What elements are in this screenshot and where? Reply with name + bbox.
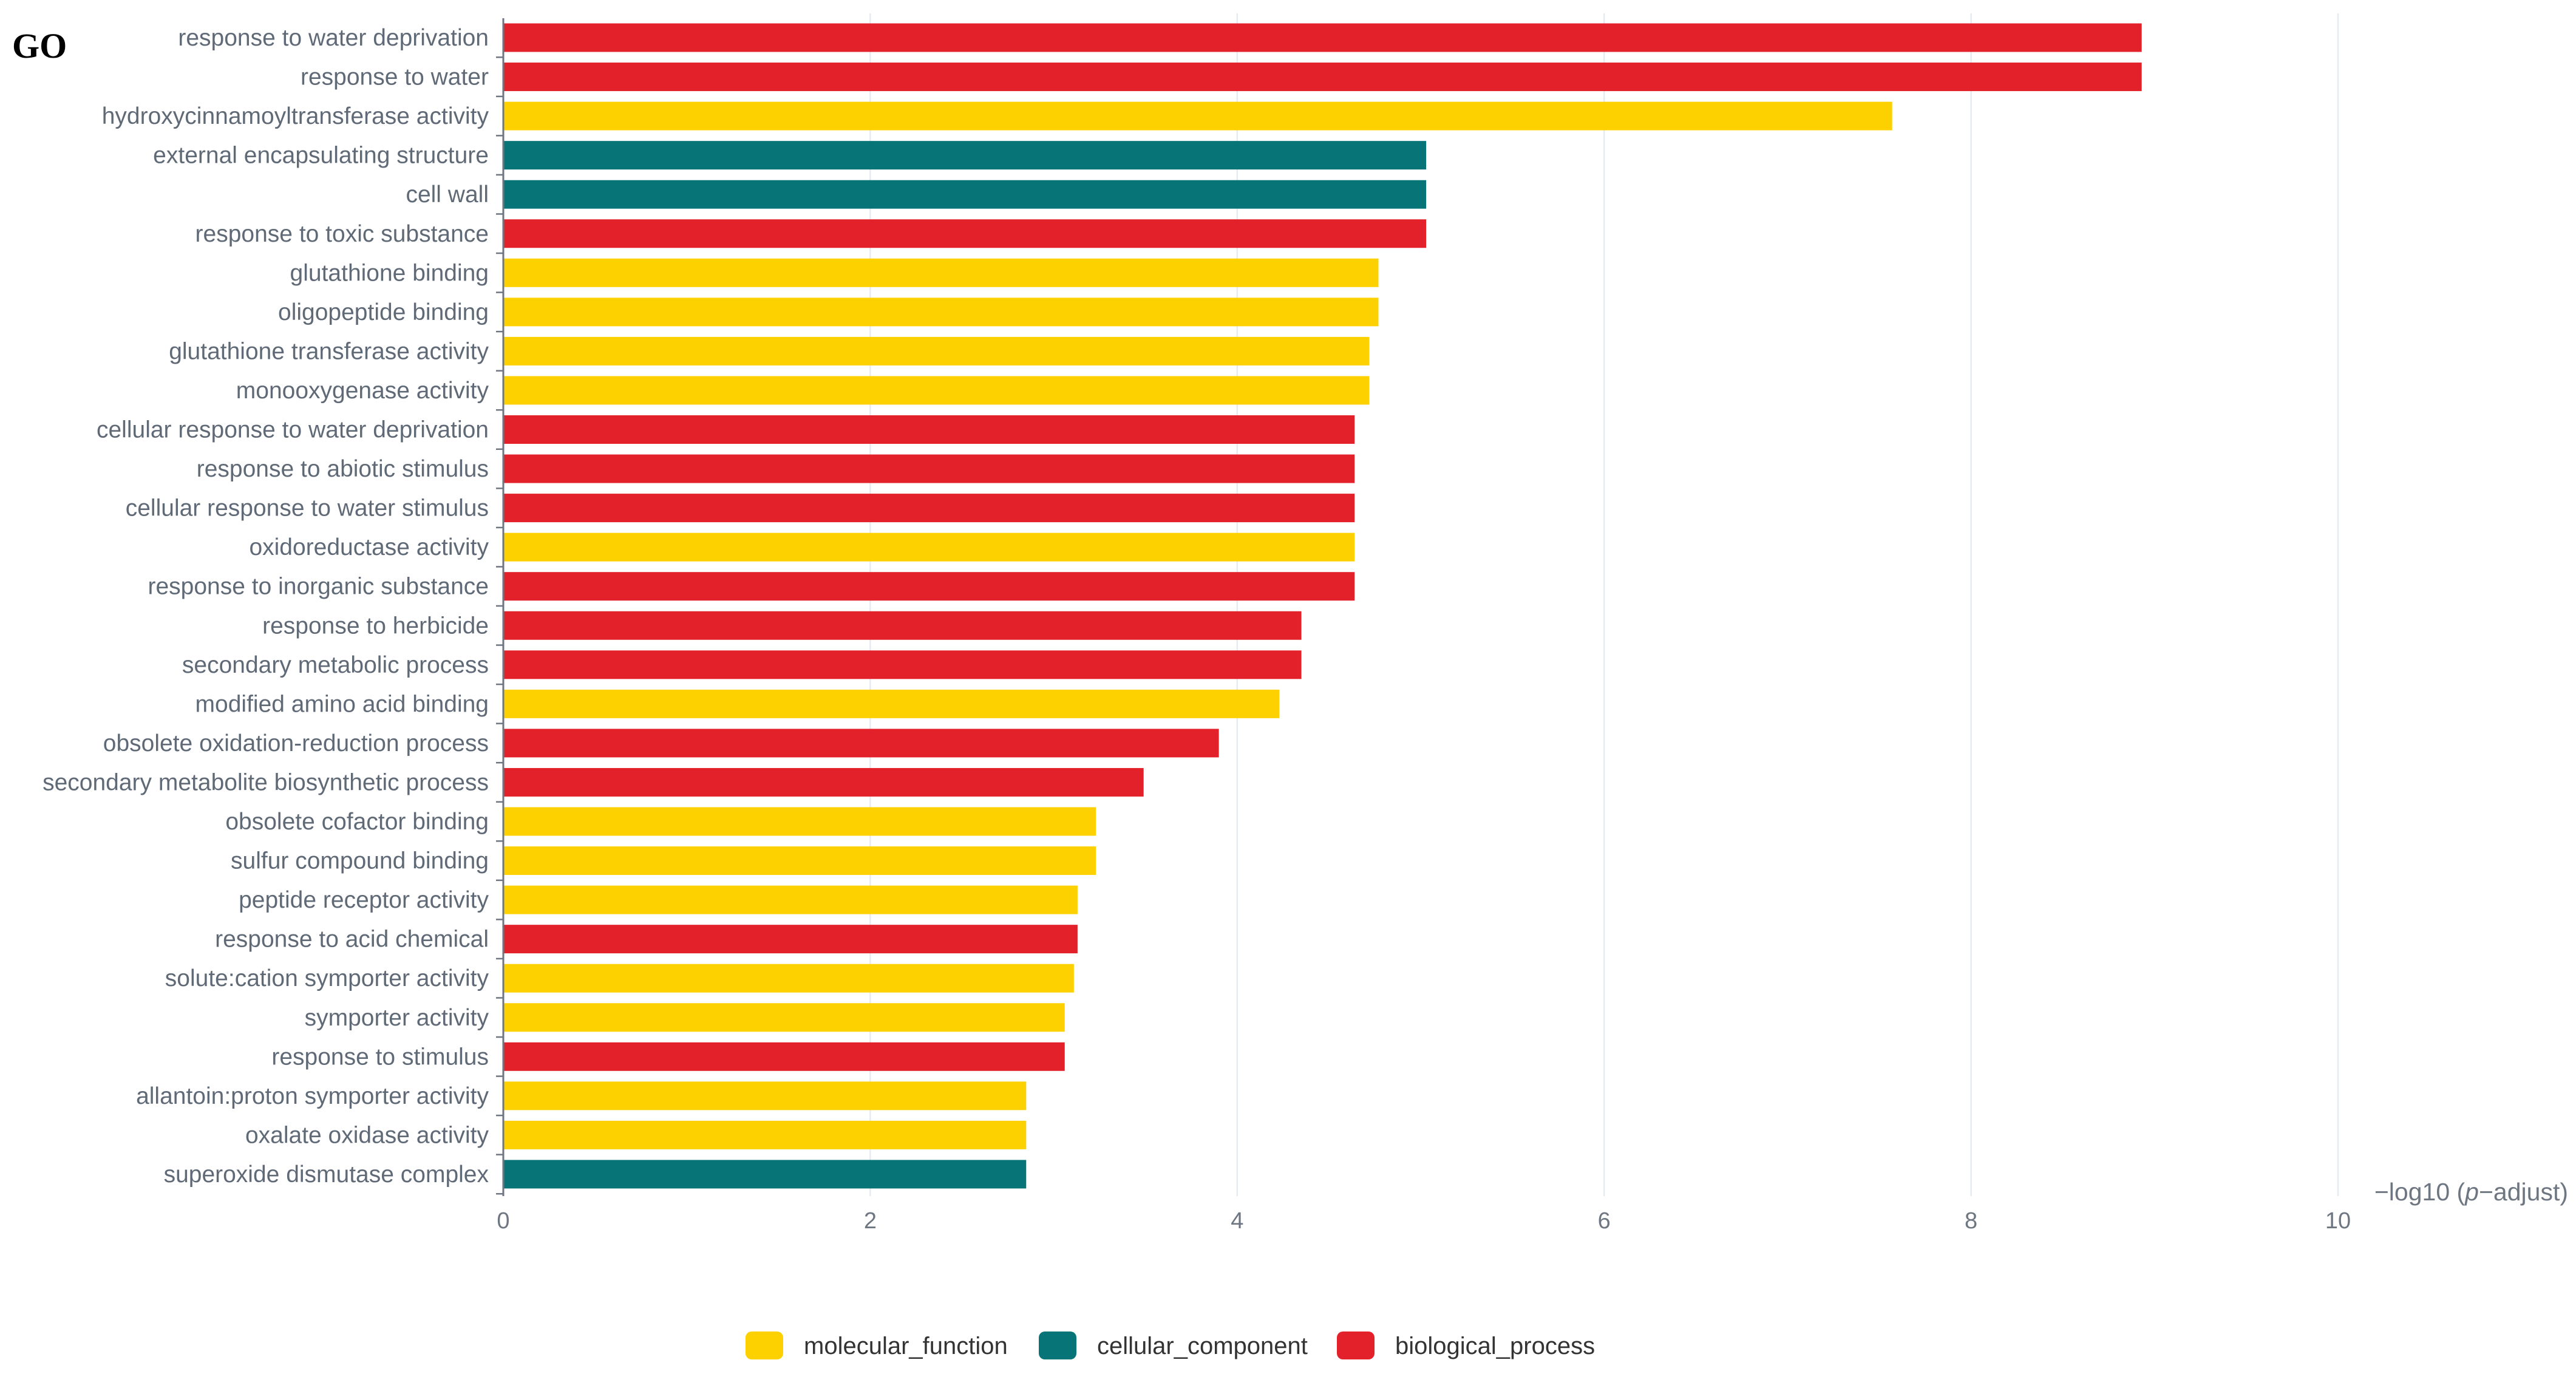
grid-lines [869,13,2339,1196]
legend-swatch [1337,1331,1375,1359]
bar-cellular-component[interactable] [503,141,1427,170]
legend-item-molecular-function[interactable]: molecular_function [746,1331,1008,1359]
legend-item-cellular-component[interactable]: cellular_component [1039,1331,1308,1359]
category-label: oligopeptide binding [278,299,489,325]
bar-molecular-function[interactable] [503,807,1096,836]
legend-swatch [746,1331,783,1359]
bar-molecular-function[interactable] [503,532,1355,562]
category-label: cellular response to water deprivation [97,417,489,443]
legend-label: molecular_function [804,1333,1008,1359]
category-label: secondary metabolite biosynthetic proces… [42,769,489,795]
bar-biological-process[interactable] [503,925,1078,954]
bar-molecular-function[interactable] [503,1081,1027,1110]
bar-molecular-function[interactable] [503,964,1074,993]
legend[interactable]: molecular_function cellular_component biol… [746,1331,1595,1359]
bar-molecular-function[interactable] [503,846,1096,876]
bar-molecular-function[interactable] [503,1003,1065,1032]
bar-molecular-function[interactable] [503,298,1379,327]
category-label: response to acid chemical [215,927,489,953]
category-label: superoxide dismutase complex [164,1161,489,1188]
bar-molecular-function[interactable] [503,689,1280,718]
category-label: response to abiotic stimulus [197,456,489,482]
legend-item-biological-process[interactable]: biological_process [1337,1331,1595,1359]
bar-biological-process[interactable] [503,415,1355,444]
axes: 0 2 4 6 8 10 −log10 (p−adjust) [496,18,2568,1234]
bar-molecular-function[interactable] [503,101,1892,131]
category-label: response to inorganic substance [148,574,489,600]
category-label: external encapsulating structure [153,143,489,169]
category-label: symporter activity [305,1005,489,1031]
bar-biological-process[interactable] [503,454,1355,483]
bars [503,23,2142,1189]
category-label: peptide receptor activity [239,887,489,913]
category-label: allantoin:proton symporter activity [136,1083,489,1109]
category-label: response to toxic substance [195,221,489,247]
category-label: oxalate oxidase activity [245,1122,489,1148]
bar-biological-process[interactable] [503,1042,1065,1071]
bar-biological-process[interactable] [503,611,1302,640]
bar-biological-process[interactable] [503,572,1355,601]
category-label: cell wall [406,182,489,208]
category-label: response to stimulus [271,1044,489,1070]
category-labels: response to water deprivation response to… [42,25,489,1188]
x-tick-label: 10 [2325,1208,2351,1234]
bar-molecular-function[interactable] [503,376,1370,405]
legend-swatch [1039,1331,1076,1359]
category-label: glutathione binding [290,260,489,286]
x-tick-label: 4 [1231,1208,1243,1234]
x-tick-label: 6 [1598,1208,1611,1234]
bar-biological-process[interactable] [503,63,2142,92]
category-label: sulfur compound binding [231,848,489,874]
bar-biological-process[interactable] [503,729,1219,758]
category-label: glutathione transferase activity [169,338,489,364]
x-tick-label: 2 [864,1208,877,1234]
x-tick-label: 8 [1965,1208,1977,1234]
x-axis-title: −log10 (p−adjust) [2374,1178,2568,1206]
x-tick-label: 0 [497,1208,509,1234]
category-label: secondary metabolic process [182,652,489,678]
panel-label: GO [12,26,67,66]
bar-biological-process[interactable] [503,650,1302,679]
category-label: response to water [301,64,489,90]
legend-label: biological_process [1395,1333,1595,1359]
bar-biological-process[interactable] [503,767,1144,797]
category-label: cellular response to water stimulus [126,495,489,522]
bar-cellular-component[interactable] [503,1160,1027,1189]
category-label: solute:cation symporter activity [165,965,489,991]
bar-molecular-function[interactable] [503,1120,1027,1149]
category-label: monooxygenase activity [236,378,489,404]
legend-label: cellular_component [1097,1333,1308,1359]
category-label: obsolete oxidation-reduction process [103,730,489,757]
category-label: response to water deprivation [178,25,489,51]
category-label: obsolete cofactor binding [225,809,489,835]
bar-biological-process[interactable] [503,219,1427,248]
bar-biological-process[interactable] [503,23,2142,52]
bar-biological-process[interactable] [503,494,1355,523]
bar-molecular-function[interactable] [503,885,1078,914]
category-label: response to herbicide [262,613,489,639]
bar-molecular-function[interactable] [503,336,1370,366]
category-label: oxidoreductase activity [249,534,489,560]
bar-cellular-component[interactable] [503,180,1427,209]
bar-molecular-function[interactable] [503,258,1379,287]
category-label: modified amino acid binding [195,691,489,717]
category-label: hydroxycinnamoyltransferase activity [102,103,489,129]
